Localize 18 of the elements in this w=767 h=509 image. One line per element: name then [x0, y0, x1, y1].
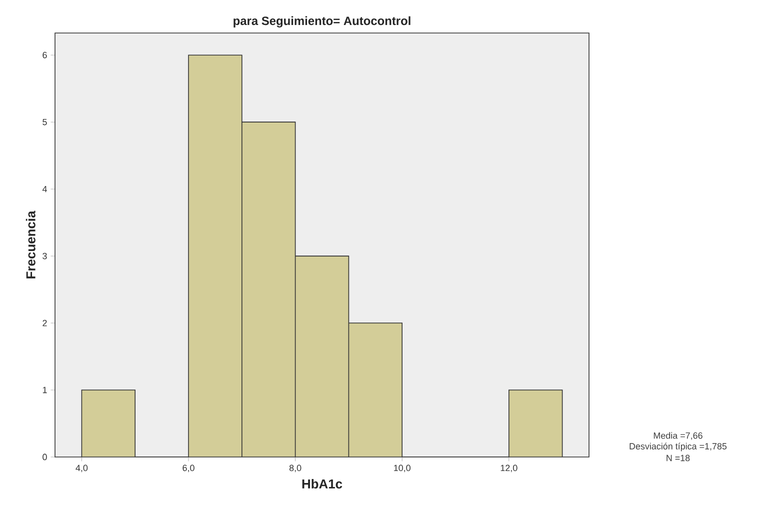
y-tick-label: 3	[42, 252, 47, 260]
y-axis-title: Frecuencia	[26, 210, 36, 278]
x-tick-label: 6,0	[182, 464, 194, 472]
y-tick-label: 1	[42, 386, 47, 394]
y-tick-label: 6	[42, 52, 47, 58]
x-tick-label: 10,0	[394, 464, 410, 472]
text: N =18	[666, 454, 690, 462]
chart-title: para Seguimiento= Autocontrol	[234, 16, 410, 28]
x-tick-label: 8,0	[289, 464, 302, 472]
text: Desviación típica =1,785	[630, 442, 727, 452]
x-axis-title: HbA1c	[302, 479, 342, 489]
y-tick-label: 2	[42, 320, 47, 326]
y-tick-label: 4	[42, 186, 47, 192]
text: Media =7,66	[654, 432, 702, 440]
y-tick-label: 0	[42, 454, 47, 460]
x-tick-label: 12,0	[500, 464, 518, 472]
x-tick-label: 4,0	[76, 464, 88, 472]
y-tick-label: 5	[42, 118, 47, 126]
